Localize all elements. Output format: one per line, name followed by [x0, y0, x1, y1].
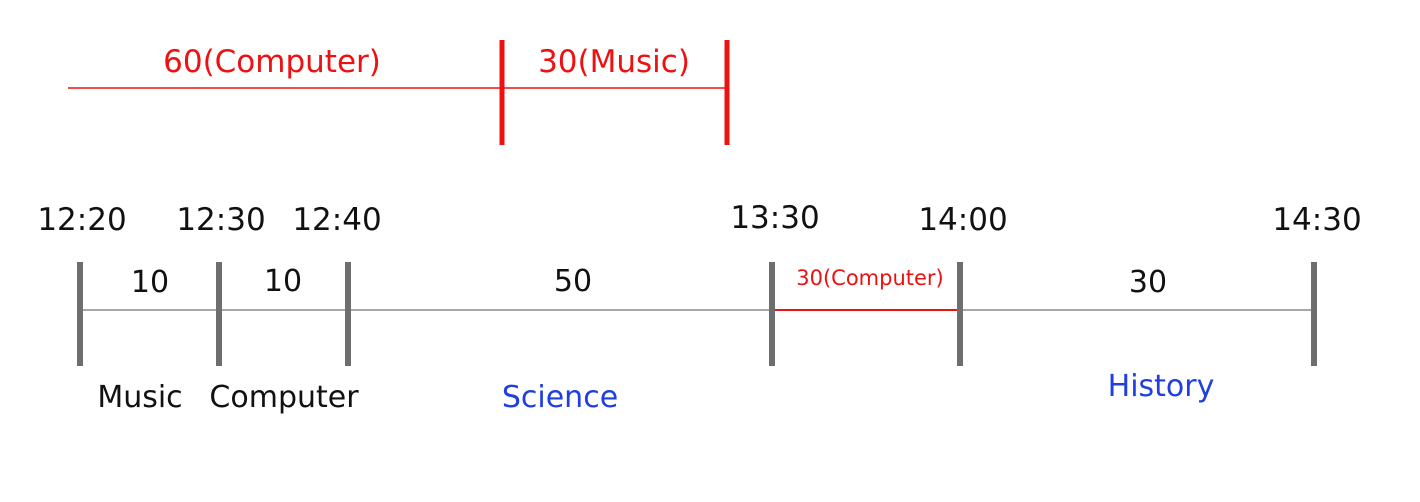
duration-label-1: 10 [130, 265, 170, 300]
time-label-1240: 12:40 [292, 202, 382, 238]
top-segment-label-computer: 60(Computer) [163, 44, 381, 80]
time-label-1400: 14:00 [918, 202, 1008, 238]
top-segment-label-music: 30(Music) [538, 44, 690, 80]
time-label-1230: 12:30 [176, 202, 266, 238]
subject-label-history: History [1107, 369, 1215, 404]
time-label-1430: 14:30 [1272, 202, 1362, 238]
duration-label-5: 30 [1128, 265, 1168, 300]
duration-label-3: 50 [553, 264, 593, 299]
time-label-1330: 13:30 [730, 200, 820, 236]
time-label-1220: 12:20 [37, 202, 127, 238]
duration-label-2: 10 [263, 264, 303, 299]
subject-label-computer: Computer [209, 380, 359, 415]
subject-label-music: Music [97, 380, 183, 415]
duration-label-4: 30(Computer) [796, 266, 944, 290]
subject-label-science: Science [501, 380, 619, 415]
